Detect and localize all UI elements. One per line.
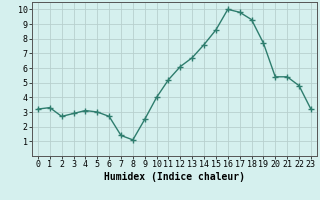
X-axis label: Humidex (Indice chaleur): Humidex (Indice chaleur) xyxy=(104,172,245,182)
